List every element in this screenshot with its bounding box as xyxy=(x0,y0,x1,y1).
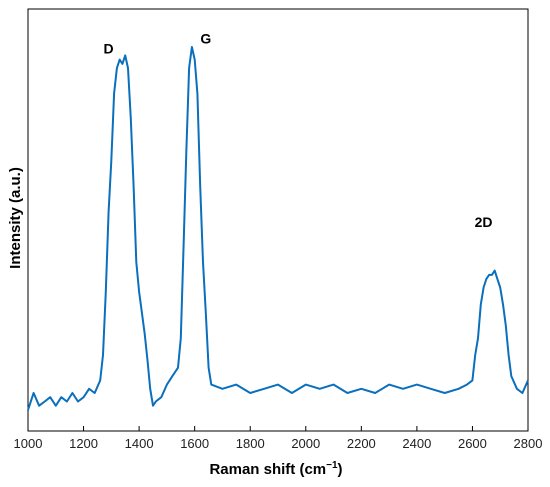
x-tick-label-2600: 2600 xyxy=(458,436,487,451)
x-tick-label-2000: 2000 xyxy=(291,436,320,451)
peak-annotations: D G 2D xyxy=(103,31,492,230)
x-tick-label-2800: 2800 xyxy=(514,436,543,451)
peak-label-d: D xyxy=(103,40,113,56)
x-tick-label-2400: 2400 xyxy=(402,436,431,451)
peak-label-2d: 2D xyxy=(475,214,493,230)
x-tick-label-1400: 1400 xyxy=(125,436,154,451)
x-tick-label-1000: 1000 xyxy=(14,436,43,451)
peak-label-g: G xyxy=(200,31,211,47)
spectrum-line xyxy=(27,46,529,411)
x-axis-tick-labels: 1000 1200 1400 1600 1800 2000 2200 2400 2600 2800 xyxy=(14,436,543,451)
x-tick-label-2200: 2200 xyxy=(347,436,376,451)
y-axis-title: Intensity (a.u.) xyxy=(7,167,24,269)
x-tick-label-1800: 1800 xyxy=(236,436,265,451)
x-tick-label-1600: 1600 xyxy=(180,436,209,451)
x-axis-title: Raman shift (cm−1) xyxy=(209,460,342,478)
x-axis-ticks xyxy=(27,426,529,431)
plot-frame xyxy=(27,8,529,432)
x-tick-label-1200: 1200 xyxy=(69,436,98,451)
